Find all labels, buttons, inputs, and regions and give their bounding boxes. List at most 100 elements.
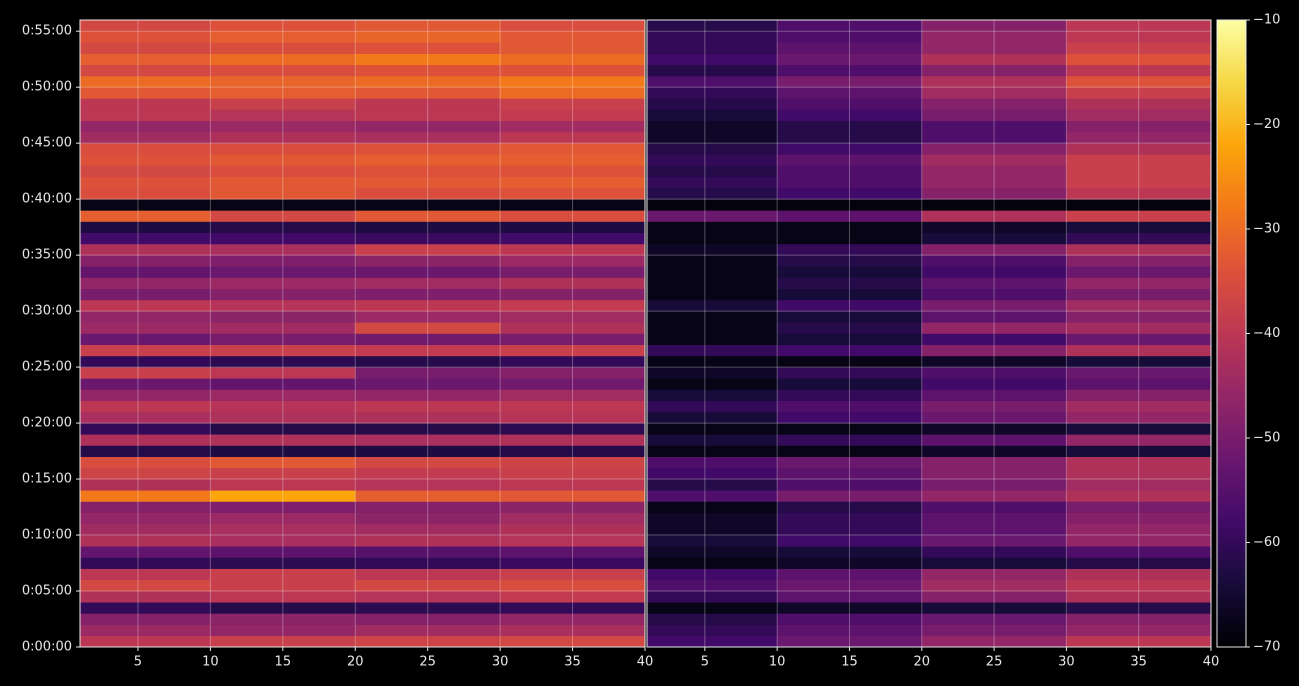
heat-cell [921, 109, 1067, 122]
heat-cell [647, 434, 778, 446]
heat-cell [210, 299, 356, 312]
heat-cell [777, 434, 923, 446]
heat-cell [647, 98, 778, 110]
heat-cell [80, 333, 211, 345]
heat-cell [355, 378, 501, 390]
heat-cell [210, 53, 356, 66]
heat-cell [1066, 255, 1212, 267]
heat-cell [500, 445, 646, 457]
heat-cell [355, 120, 501, 133]
heat-cell [500, 624, 646, 637]
heat-cell [210, 42, 356, 54]
heat-cell [500, 53, 646, 66]
panel-frame [79, 19, 646, 648]
heat-cell [355, 512, 501, 525]
heat-cell [777, 322, 923, 334]
heat-cell [80, 131, 211, 144]
heat-cell [500, 165, 646, 178]
heat-cell [500, 535, 646, 547]
heat-cell [1066, 591, 1212, 603]
heat-cell [210, 288, 356, 301]
heat-cell [210, 333, 356, 345]
heat-cell [210, 232, 356, 245]
y-tick-label: 0:50:00 [22, 80, 72, 95]
heat-cell [500, 635, 646, 648]
colorbar-tick-label: −60 [1253, 535, 1280, 550]
heat-cell [777, 635, 923, 648]
heat-cell [80, 154, 211, 166]
heat-cell [355, 434, 501, 446]
heat-cell [921, 322, 1067, 334]
heat-cell [355, 546, 501, 558]
heat-cell [210, 31, 356, 43]
heat-cell [921, 467, 1067, 480]
heat-cell [647, 411, 778, 424]
heat-cell [777, 523, 923, 536]
heat-cell [210, 176, 356, 189]
heat-cell [921, 187, 1067, 200]
heat-cell [777, 75, 923, 88]
heat-cell [777, 143, 923, 155]
heat-cell [500, 367, 646, 379]
heat-cell [1066, 165, 1212, 178]
heat-cell [80, 210, 211, 222]
heat-cell [1066, 602, 1212, 614]
heat-cell [921, 490, 1067, 502]
heat-cell [355, 311, 501, 323]
heat-cell [777, 602, 923, 614]
heat-cell [500, 490, 646, 502]
heat-cell [210, 277, 356, 290]
y-tick-label: 0:00:00 [22, 640, 72, 655]
panel-frame [646, 19, 1212, 648]
heat-cell [500, 243, 646, 256]
heat-cell [647, 333, 778, 345]
heat-cell [1066, 143, 1212, 155]
heat-cell [777, 255, 923, 267]
heat-cell [355, 75, 501, 88]
colorbar [1216, 19, 1247, 648]
heat-cell [647, 243, 778, 256]
heat-cell [777, 53, 923, 66]
heat-cell [647, 523, 778, 536]
heat-cell [647, 322, 778, 334]
heat-cell [80, 557, 211, 569]
heat-cell [80, 20, 211, 32]
heat-cell [210, 165, 356, 178]
heat-cell [1066, 176, 1212, 189]
heat-cell [777, 109, 923, 122]
heat-cell [500, 311, 646, 323]
colorbar-tick-label: −20 [1253, 117, 1280, 132]
heat-cell [210, 557, 356, 569]
heat-cell [500, 333, 646, 345]
heat-cell [80, 187, 211, 200]
heat-cell [921, 635, 1067, 648]
x-tick-label: 15 [275, 655, 292, 670]
heat-cell [1066, 512, 1212, 525]
heat-cell [1066, 546, 1212, 558]
heat-cell [921, 546, 1067, 558]
heat-cell [210, 322, 356, 334]
heat-cell [80, 42, 211, 54]
heat-cell [921, 479, 1067, 491]
heat-cell [500, 154, 646, 166]
heat-cell [210, 64, 356, 77]
heat-cell [500, 98, 646, 110]
heat-cell [210, 411, 356, 424]
heat-cell [210, 579, 356, 592]
heat-cell [355, 299, 501, 312]
heat-cell [647, 367, 778, 379]
heat-cell [1066, 501, 1212, 513]
heat-cell [210, 199, 356, 211]
heat-cell [80, 266, 211, 278]
heat-cell [355, 20, 501, 32]
heat-cell [647, 299, 778, 312]
heat-cell [647, 512, 778, 525]
heat-cell [500, 20, 646, 32]
heat-cell [777, 87, 923, 99]
heat-cell [355, 64, 501, 77]
heat-cell [921, 98, 1067, 110]
heat-cell [777, 479, 923, 491]
heat-cell [80, 613, 211, 625]
heat-cell [777, 288, 923, 301]
heat-cell [647, 378, 778, 390]
